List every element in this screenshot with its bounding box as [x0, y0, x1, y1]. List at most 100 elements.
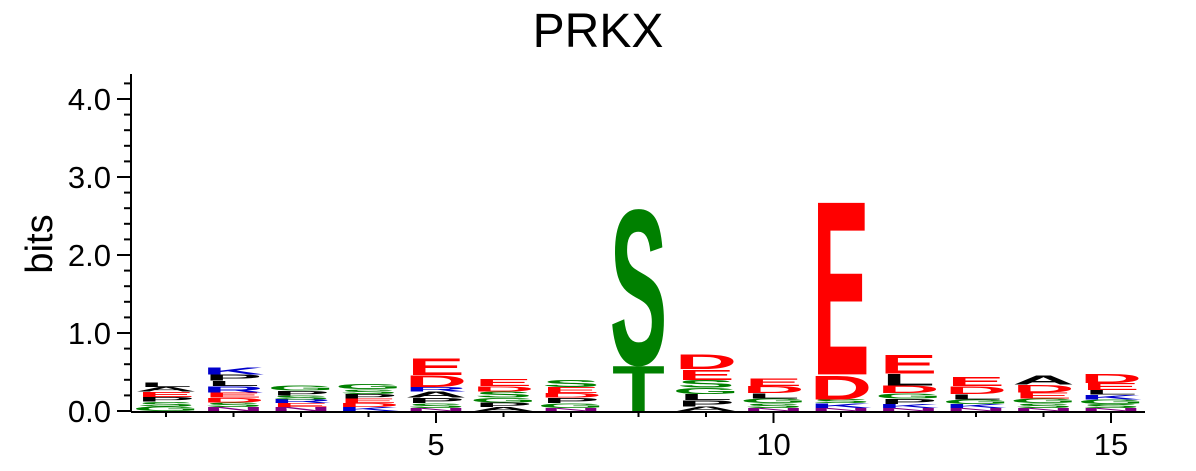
logo-letter-N-pos2: N [202, 406, 264, 412]
logo-letter-P-pos9: P [677, 399, 735, 409]
logo-letter-K-pos12: K [877, 403, 939, 409]
logo-letter-G-pos1: G [132, 405, 199, 412]
logo-letter-D-pos2: D [202, 397, 264, 404]
logo-letter-R-pos3: R [270, 398, 332, 404]
logo-letter-A-pos5: A [405, 390, 467, 400]
logo-letter-K-pos4: K [337, 406, 399, 412]
logo-letter-N-pos14: N [1012, 407, 1074, 412]
logo-letter-E-pos2: E [205, 391, 263, 399]
logo-letter-K-pos11: K [810, 402, 872, 409]
logo-letter-E-pos1: E [137, 390, 195, 398]
logo-letter-E-pos10: E [745, 376, 803, 388]
y-tick-label: 3.0 [68, 160, 111, 195]
logo-letter-A-pos9: A [675, 405, 737, 412]
logo-letter-D-pos13: D [945, 384, 1007, 396]
logo-letter-S-pos5: S [407, 402, 465, 409]
x-tick-label: 5 [427, 427, 444, 462]
y-axis-label: bits [19, 214, 61, 273]
logo-letter-E-pos11: E [812, 148, 870, 427]
logo-letter-D-pos10: D [742, 384, 804, 395]
logo-letter-G-pos15: G [1077, 398, 1144, 405]
logo-letter-S-pos4: S [340, 388, 398, 395]
logo-letter-E-pos15: E [1082, 381, 1140, 392]
logo-letter-P-pos7: P [542, 396, 600, 404]
logo-letter-E-pos4: E [340, 397, 398, 404]
logo-letter-G-pos12: G [875, 392, 942, 400]
y-tick-label: 0.0 [68, 394, 111, 429]
logo-letter-G-pos10: G [740, 397, 807, 404]
logo-letter-N-pos11: N [810, 407, 872, 412]
logo-letter-D-pos6: D [472, 385, 534, 393]
y-tick-label: 1.0 [68, 316, 111, 351]
logo-letter-D-pos9: D [675, 350, 737, 374]
logo-letter-S-pos15: S [1082, 403, 1140, 409]
logo-letter-E-pos3: E [272, 402, 330, 408]
logo-letter-E-pos14: E [1015, 391, 1073, 401]
logo-letter-P-pos6: P [475, 401, 533, 408]
logo-letter-L-pos10: L [747, 392, 800, 400]
logo-letter-N-pos5: N [405, 407, 467, 412]
logo-letter-L-pos9: L [680, 392, 733, 402]
logo-letter-S-pos14: S [1015, 402, 1073, 409]
logo-letter-D-pos12: D [877, 383, 939, 395]
logo-letter-P-pos12: P [880, 397, 938, 405]
logo-letter-G-pos13: G [942, 398, 1009, 405]
logo-letter-A-pos6: A [472, 406, 534, 412]
logo-letter-D-pos5: D [405, 372, 467, 390]
logo-letter-D-pos7: D [540, 392, 602, 399]
logo-letter-N-pos3: N [270, 406, 332, 412]
logo-letter-N-pos7: N [540, 407, 602, 412]
logo-letter-R-pos2: R [202, 385, 264, 395]
logo-letter-K-pos2: K [202, 366, 264, 377]
logo-letter-K-pos13: K [945, 403, 1007, 409]
logo-letter-K-pos15: K [1080, 393, 1142, 400]
logo-letter-L-pos12: L [882, 371, 935, 389]
logo-letter-P-pos2: P [205, 373, 263, 383]
y-tick-label: 4.0 [68, 82, 111, 117]
logo-letter-P-pos5: P [407, 396, 465, 404]
logo-letter-D-pos14: D [1012, 383, 1074, 395]
y-tick-label: 2.0 [68, 238, 111, 273]
logo-letter-L-pos15: L [1085, 389, 1138, 396]
logo-letter-S-pos6: S [475, 390, 533, 400]
logo-letter-S-pos9: S [677, 378, 735, 390]
logo-letter-G-pos3: G [267, 384, 334, 392]
logo-letter-A-pos1: A [135, 386, 197, 393]
logo-letter-N-pos12: N [877, 407, 939, 412]
plot-area: GSPEALNSDERLPKNERSPGKDEPSGNSPARDEAPGSDEN… [132, 148, 1144, 427]
logo-letter-S-pos11: S [812, 398, 870, 404]
logo-letter-G-pos6: G [470, 397, 537, 404]
logo-letter-E-pos6: E [475, 377, 533, 388]
logo-letter-G-pos4: G [335, 382, 402, 390]
logo-letter-N-pos15: N [1080, 407, 1142, 412]
x-tick-label: 10 [756, 427, 790, 462]
logo-letter-E-pos7: E [542, 385, 600, 395]
logo-letter-S-pos3: S [272, 394, 330, 400]
logo-letter-E-pos12: E [880, 349, 938, 380]
logo-letter-S-pos10: S [745, 402, 803, 409]
logo-letter-S-pos1: S [137, 400, 195, 407]
logo-letter-G-pos7: G [537, 402, 604, 409]
logo-letter-P-pos1: P [137, 396, 195, 403]
logo-letter-P-pos3: P [272, 390, 330, 397]
logo-letter-S-pos7: S [542, 378, 600, 389]
logo-letter-E-pos9: E [677, 366, 735, 383]
logo-letter-L-pos2: L [207, 379, 260, 387]
logo-letter-L-pos13: L [950, 392, 1003, 400]
logo-letter-G-pos9: G [672, 386, 739, 396]
logo-letter-D-pos15: D [1080, 371, 1142, 386]
logo-letter-G-pos14: G [1010, 397, 1077, 404]
logo-letter-E-pos13: E [947, 374, 1005, 389]
logo-letter-L-pos1: L [140, 381, 193, 388]
chart-title: PRKX [533, 5, 664, 58]
logo-letter-R-pos5: R [405, 386, 467, 393]
logo-letter-N-pos13: N [945, 407, 1007, 412]
logo-letter-D-pos4: D [337, 402, 399, 408]
logo-letter-A-pos14: A [1012, 373, 1074, 388]
logo-letter-N-pos10: N [742, 407, 804, 412]
axes: 0.0 1.0 2.0 3.0 4.0 5 10 15 [68, 74, 1145, 462]
logo-letter-S-pos8: S [610, 163, 668, 412]
logo-letter-S-pos2: S [205, 401, 263, 408]
x-tick-label: 15 [1094, 427, 1128, 462]
